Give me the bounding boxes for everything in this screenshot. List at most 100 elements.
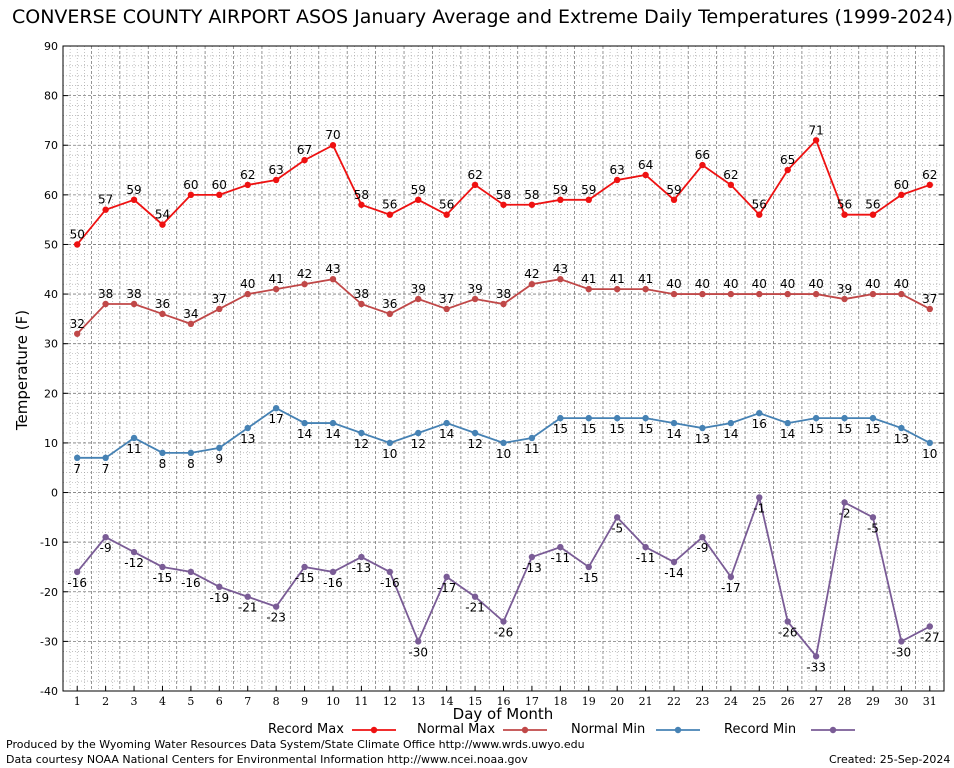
data-label: -12 — [124, 556, 144, 570]
x-axis: 1 2 3 4 5 6 7 8 9 10 11 12 13 14 15 16 17 18 19 20 21 22 23 24 2… — [74, 686, 937, 708]
data-label: 39 — [467, 282, 482, 296]
data-point — [699, 290, 706, 298]
data-point — [358, 300, 365, 308]
data-point — [898, 424, 905, 432]
legend-normal-max-label: Normal Max — [417, 722, 496, 737]
data-label: 62 — [723, 168, 738, 182]
legend-swatch — [811, 726, 855, 734]
data-label: 41 — [638, 272, 653, 286]
data-label: 38 — [98, 287, 113, 301]
data-label: 43 — [553, 262, 568, 276]
legend-normal-max: Normal Max — [417, 722, 495, 737]
data-label: -19 — [210, 591, 230, 605]
footer-courtesy: Data courtesy NOAA National Centers for … — [6, 753, 528, 766]
data-point — [841, 211, 848, 218]
y-tick-label: 80 — [44, 90, 58, 103]
x-tick-label: 20 — [610, 695, 624, 708]
data-point — [272, 603, 280, 610]
data-label: 41 — [269, 272, 284, 286]
data-point — [869, 414, 877, 422]
x-tick-label: 9 — [301, 695, 308, 708]
data-point — [301, 419, 308, 427]
x-tick-label: 23 — [695, 695, 709, 708]
data-label: 15 — [581, 422, 596, 436]
x-tick-label: 13 — [411, 695, 425, 708]
data-label: 17 — [269, 412, 284, 426]
data-point — [756, 409, 763, 417]
legend-swatch-marker — [829, 726, 837, 734]
y-tick-label: 60 — [44, 189, 58, 202]
minor-grid — [63, 46, 944, 691]
legend-record-max: Record Max — [268, 722, 344, 737]
data-label: 12 — [467, 437, 482, 451]
data-point — [812, 290, 820, 298]
data-point — [926, 305, 933, 313]
y-tick-label: 90 — [44, 40, 58, 53]
data-point — [528, 434, 536, 442]
data-point — [74, 330, 81, 337]
data-label: 50 — [70, 227, 85, 241]
data-point — [386, 439, 394, 447]
legend-swatch-marker — [674, 726, 682, 734]
y-axis-label: Temperature (F) — [13, 309, 31, 431]
data-label: 40 — [666, 277, 681, 291]
data-point — [642, 543, 649, 551]
data-label: 37 — [922, 292, 937, 306]
data-point — [500, 300, 507, 308]
data-point — [244, 290, 251, 298]
data-point — [699, 161, 706, 169]
data-point — [670, 419, 678, 427]
x-tick-label: 21 — [639, 695, 653, 708]
x-tick-label: 11 — [354, 695, 368, 708]
data-point — [613, 414, 621, 422]
x-tick-label: 22 — [667, 695, 681, 708]
data-label: 41 — [581, 272, 596, 286]
data-label: 38 — [126, 287, 141, 301]
data-label: 40 — [865, 277, 880, 291]
data-label: 15 — [610, 422, 625, 436]
data-label: -11 — [551, 551, 571, 565]
data-label: 36 — [155, 297, 170, 311]
data-point — [784, 419, 791, 427]
data-point — [869, 211, 877, 218]
data-point — [216, 191, 223, 199]
data-point — [585, 196, 592, 204]
data-label: 40 — [808, 277, 823, 291]
data-label: 15 — [865, 422, 880, 436]
data-point — [926, 439, 933, 447]
data-point — [812, 653, 820, 660]
y-tick-label: 20 — [44, 387, 58, 400]
data-label: 66 — [695, 148, 710, 162]
data-label: 64 — [638, 158, 653, 172]
data-label: 38 — [354, 287, 369, 301]
data-label: -26 — [494, 626, 514, 640]
data-label: 36 — [382, 297, 397, 311]
x-tick-label: 2 — [102, 695, 109, 708]
data-label: -23 — [266, 611, 286, 625]
footer-created: Created: 25-Sep-2024 — [829, 753, 951, 766]
data-point — [585, 563, 592, 571]
data-label: 14 — [439, 427, 454, 441]
data-point — [557, 543, 564, 551]
data-point — [102, 533, 109, 541]
y-tick-label: 50 — [44, 238, 58, 251]
data-label: 40 — [240, 277, 255, 291]
data-point — [727, 181, 735, 189]
data-label: -27 — [920, 631, 940, 645]
data-point — [443, 211, 450, 218]
data-point — [187, 449, 195, 457]
data-point — [244, 181, 251, 189]
x-tick-label: 28 — [838, 695, 852, 708]
data-label: -13 — [522, 561, 542, 575]
data-label: 12 — [411, 437, 426, 451]
data-label: 59 — [666, 183, 681, 197]
data-point — [386, 310, 394, 318]
data-point — [471, 593, 479, 600]
data-label: 14 — [723, 427, 738, 441]
data-label: 8 — [187, 457, 195, 471]
data-point — [500, 439, 507, 447]
data-label: 43 — [325, 262, 340, 276]
data-label: 15 — [553, 422, 568, 436]
data-label: -30 — [408, 645, 428, 659]
